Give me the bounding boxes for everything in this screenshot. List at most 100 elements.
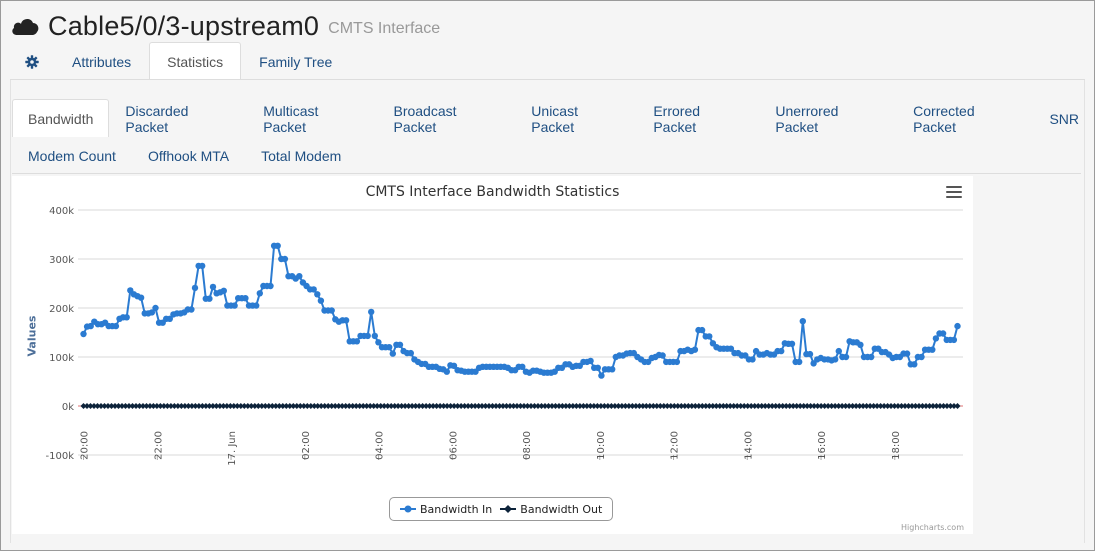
data-point-bandwidth-out: [374, 403, 381, 409]
data-point-bandwidth-out: [220, 403, 227, 409]
data-point-bandwidth-out: [325, 403, 332, 409]
page-title: Cable5/0/3-upstream0: [48, 10, 320, 41]
tab-family-tree[interactable]: Family Tree: [259, 53, 333, 70]
data-point-bandwidth-out: [671, 403, 678, 409]
data-point-bandwidth-out: [751, 403, 758, 409]
y-axis-title: Values: [25, 315, 39, 357]
subtab-modem-count[interactable]: Modem Count: [28, 147, 116, 164]
data-point-bandwidth-out: [779, 403, 786, 409]
data-point-bandwidth-out: [772, 403, 779, 409]
data-point-bandwidth-in: [112, 322, 120, 330]
data-point-bandwidth-out: [332, 403, 339, 409]
data-point-bandwidth-out: [905, 403, 912, 409]
data-point-bandwidth-out: [192, 403, 199, 409]
tab-settings[interactable]: [10, 42, 54, 80]
data-point-bandwidth-out: [709, 403, 716, 409]
page-subtitle: CMTS Interface: [328, 20, 441, 37]
data-point-bandwidth-out: [133, 403, 139, 409]
subtab-snr[interactable]: SNR: [1049, 110, 1080, 127]
data-point-bandwidth-out: [734, 403, 741, 409]
legend-item-bandwidth-in[interactable]: Bandwidth In: [400, 503, 492, 516]
data-point-bandwidth-in: [788, 340, 796, 347]
data-point-bandwidth-out: [262, 403, 269, 409]
data-point-bandwidth-out: [307, 403, 314, 409]
data-point-bandwidth-out: [902, 403, 908, 409]
data-point-bandwidth-in: [209, 283, 217, 291]
data-point-bandwidth-in: [371, 332, 378, 340]
data-point-bandwidth-out: [863, 403, 870, 409]
data-point-bandwidth-out: [835, 403, 842, 409]
subtab-errored-packet[interactable]: Errored Packet: [653, 102, 701, 135]
x-tick-label: 04:00: [375, 431, 386, 460]
subtab-unicast-packet[interactable]: Unicast Packet: [531, 102, 578, 135]
data-point-bandwidth-out: [517, 403, 524, 409]
data-point-bandwidth-out: [160, 403, 167, 409]
data-point-bandwidth-out: [629, 403, 636, 409]
data-point-bandwidth-out: [748, 403, 755, 409]
data-point-bandwidth-out: [688, 403, 695, 409]
data-point-bandwidth-out: [923, 403, 929, 409]
chart-credits[interactable]: Highcharts.com: [901, 523, 964, 532]
subtab-discarded-packet[interactable]: Discarded Packet: [125, 102, 189, 135]
data-point-bandwidth-in: [911, 361, 918, 368]
data-point-bandwidth-out: [209, 403, 216, 409]
data-point-bandwidth-out: [437, 403, 444, 409]
data-point-bandwidth-out: [174, 403, 181, 409]
subtab-offhook-mta[interactable]: Offhook MTA: [147, 147, 230, 164]
data-point-bandwidth-out: [846, 403, 853, 409]
data-point-bandwidth-out: [153, 403, 160, 409]
subtab-multicast-packet[interactable]: Multicast Packet: [263, 102, 319, 135]
data-point-bandwidth-out: [451, 403, 458, 409]
data-point-bandwidth-out: [860, 403, 867, 409]
data-point-bandwidth-out: [618, 403, 625, 409]
subtab-broadcast-packet[interactable]: Broadcast Packet: [393, 102, 457, 135]
statistics-panel: [10, 80, 1085, 543]
data-point-bandwidth-out: [853, 403, 860, 409]
x-tick-label: 10:00: [596, 431, 607, 460]
tab-attributes[interactable]: Attributes: [72, 53, 132, 70]
tab-statistics[interactable]: Statistics: [149, 42, 242, 80]
data-point-bandwidth-in: [929, 346, 936, 353]
data-point-bandwidth-out: [370, 403, 377, 409]
data-point-bandwidth-out: [542, 403, 548, 409]
data-point-bandwidth-out: [569, 403, 576, 409]
data-point-bandwidth-out: [807, 403, 814, 409]
subtab-corrected-packet[interactable]: Corrected Packet: [913, 102, 975, 135]
chart-legend: Bandwidth In Bandwidth Out: [389, 497, 614, 521]
chart-menu-icon[interactable]: [946, 186, 962, 200]
legend-item-bandwidth-out[interactable]: Bandwidth Out: [500, 503, 602, 516]
data-point-bandwidth-out: [122, 403, 129, 409]
data-point-bandwidth-out: [503, 403, 510, 409]
data-point-bandwidth-in: [918, 353, 925, 361]
data-point-bandwidth-out: [580, 403, 587, 409]
data-point-bandwidth-out: [737, 403, 744, 409]
data-point-bandwidth-out: [528, 403, 534, 409]
data-point-bandwidth-out: [178, 403, 185, 409]
data-point-bandwidth-out: [776, 403, 783, 409]
data-point-bandwidth-in: [296, 273, 303, 280]
data-point-bandwidth-in: [353, 338, 361, 345]
data-point-bandwidth-in: [407, 349, 414, 357]
data-point-bandwidth-in: [137, 294, 145, 301]
data-point-bandwidth-out: [164, 403, 171, 409]
data-point-bandwidth-out: [318, 403, 325, 409]
data-point-bandwidth-out: [625, 403, 632, 409]
subtab-total-modem[interactable]: Total Modem: [261, 147, 342, 164]
data-point-bandwidth-out: [91, 403, 97, 409]
data-point-bandwidth-out: [713, 403, 720, 409]
subtab-unerrored-packet[interactable]: Unerrored Packet: [775, 102, 839, 135]
data-point-bandwidth-out: [758, 403, 765, 409]
data-point-bandwidth-out: [171, 403, 178, 409]
data-point-bandwidth-out: [475, 403, 482, 409]
subtab-bandwidth[interactable]: Bandwidth: [12, 99, 110, 137]
gear-icon: [25, 54, 39, 69]
chart-title: CMTS Interface Bandwidth Statistics: [365, 184, 620, 200]
data-point-bandwidth-in: [609, 366, 616, 373]
data-point-bandwidth-out: [157, 403, 164, 409]
data-point-bandwidth-in: [778, 347, 785, 355]
stat-subtabs-row-2: Modem Count Offhook MTA Total Modem: [12, 137, 357, 173]
main-tabs: Attributes Statistics Family Tree: [10, 42, 350, 80]
data-point-bandwidth-out: [559, 403, 566, 409]
data-point-bandwidth-out: [405, 403, 412, 409]
bandwidth-chart: -100k 0k 100k 200k 300k 400k 20:00 22:00 17. Jun…: [12, 176, 973, 534]
